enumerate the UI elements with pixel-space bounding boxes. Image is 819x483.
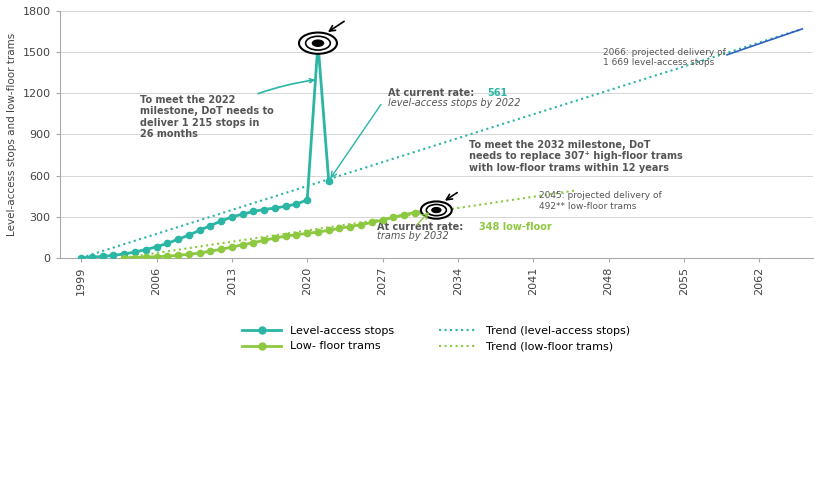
Level-access stops bbox=[324, 178, 333, 184]
Text: 2045: projected delivery of
492** low-floor trams: 2045: projected delivery of 492** low-fl… bbox=[538, 191, 661, 211]
Level-access stops bbox=[206, 223, 215, 228]
Low- floor trams bbox=[280, 233, 290, 239]
Low- floor trams bbox=[355, 222, 365, 227]
Level-access stops bbox=[259, 207, 269, 213]
Low- floor trams bbox=[366, 219, 376, 225]
Text: At current rate:: At current rate: bbox=[387, 88, 473, 98]
Level-access stops bbox=[292, 201, 301, 207]
Text: To meet the 2022
milestone, DoT needs to
deliver 1 215 stops in
26 months: To meet the 2022 milestone, DoT needs to… bbox=[140, 79, 313, 140]
Level-access stops bbox=[269, 205, 279, 211]
Level-access stops bbox=[194, 227, 204, 233]
Low- floor trams bbox=[238, 242, 247, 248]
Low- floor trams bbox=[141, 254, 151, 260]
Level-access stops bbox=[87, 254, 97, 260]
Line: Low- floor trams: Low- floor trams bbox=[121, 207, 439, 261]
Low- floor trams bbox=[313, 229, 323, 235]
Ellipse shape bbox=[420, 201, 451, 219]
Level-access stops bbox=[248, 209, 258, 214]
Text: To meet the 2032 milestone, DoT
needs to replace 307⁺ high-floor trams
with low-: To meet the 2032 milestone, DoT needs to… bbox=[468, 140, 681, 173]
Ellipse shape bbox=[432, 208, 441, 213]
Level-access stops bbox=[130, 249, 140, 255]
Low- floor trams bbox=[216, 246, 226, 252]
Low- floor trams bbox=[334, 226, 344, 231]
Level-access stops bbox=[76, 255, 86, 261]
Level-access stops bbox=[173, 236, 183, 242]
Text: level-access stops by 2022: level-access stops by 2022 bbox=[387, 98, 520, 108]
Level-access stops bbox=[141, 247, 151, 253]
Low- floor trams bbox=[399, 212, 409, 217]
Low- floor trams bbox=[378, 217, 387, 223]
Trend (low-floor trams) bbox=[571, 187, 581, 193]
Low- floor trams bbox=[173, 253, 183, 258]
Level-access stops bbox=[302, 197, 312, 203]
Low- floor trams bbox=[410, 210, 419, 215]
Line: Level-access stops: Level-access stops bbox=[78, 40, 332, 261]
Low- floor trams bbox=[420, 208, 430, 213]
Level-access stops bbox=[216, 218, 226, 224]
Low- floor trams bbox=[227, 244, 237, 250]
Level-access stops bbox=[108, 253, 118, 258]
Y-axis label: Level-access stops and low-floor trams: Level-access stops and low-floor trams bbox=[7, 33, 17, 236]
Level-access stops bbox=[227, 214, 237, 220]
Low- floor trams bbox=[259, 237, 269, 243]
Low- floor trams bbox=[431, 207, 441, 213]
Level-access stops bbox=[313, 40, 323, 46]
Level-access stops bbox=[280, 203, 290, 209]
Ellipse shape bbox=[312, 40, 324, 46]
Level-access stops bbox=[183, 232, 193, 238]
Line: Trend (low-floor trams): Trend (low-floor trams) bbox=[124, 190, 576, 258]
Ellipse shape bbox=[299, 32, 337, 54]
Level-access stops bbox=[120, 251, 129, 257]
Low- floor trams bbox=[152, 254, 161, 259]
Low- floor trams bbox=[324, 227, 333, 233]
Level-access stops bbox=[152, 244, 161, 250]
Low- floor trams bbox=[120, 255, 129, 261]
Low- floor trams bbox=[292, 232, 301, 238]
Text: 2066: projected delivery of
1 669 level-access stops: 2066: projected delivery of 1 669 level-… bbox=[603, 48, 725, 67]
Low- floor trams bbox=[269, 235, 279, 241]
Text: trams by 2032: trams by 2032 bbox=[377, 231, 448, 241]
Low- floor trams bbox=[388, 214, 398, 220]
Level-access stops bbox=[162, 241, 172, 246]
Low- floor trams bbox=[183, 252, 193, 257]
Level-access stops bbox=[97, 254, 107, 259]
Legend: Level-access stops, Low- floor trams, Trend (level-access stops), Trend (low-flo: Level-access stops, Low- floor trams, Tr… bbox=[238, 322, 634, 356]
Trend (low-floor trams) bbox=[120, 255, 129, 261]
Low- floor trams bbox=[345, 224, 355, 229]
Level-access stops bbox=[238, 211, 247, 217]
Low- floor trams bbox=[302, 230, 312, 236]
Low- floor trams bbox=[162, 253, 172, 259]
Text: At current rate:: At current rate: bbox=[377, 222, 463, 232]
Low- floor trams bbox=[248, 240, 258, 245]
Low- floor trams bbox=[194, 250, 204, 256]
Low- floor trams bbox=[206, 248, 215, 254]
Low- floor trams bbox=[130, 255, 140, 260]
Text: 348 low-floor: 348 low-floor bbox=[479, 222, 551, 232]
Text: 561: 561 bbox=[486, 88, 507, 98]
